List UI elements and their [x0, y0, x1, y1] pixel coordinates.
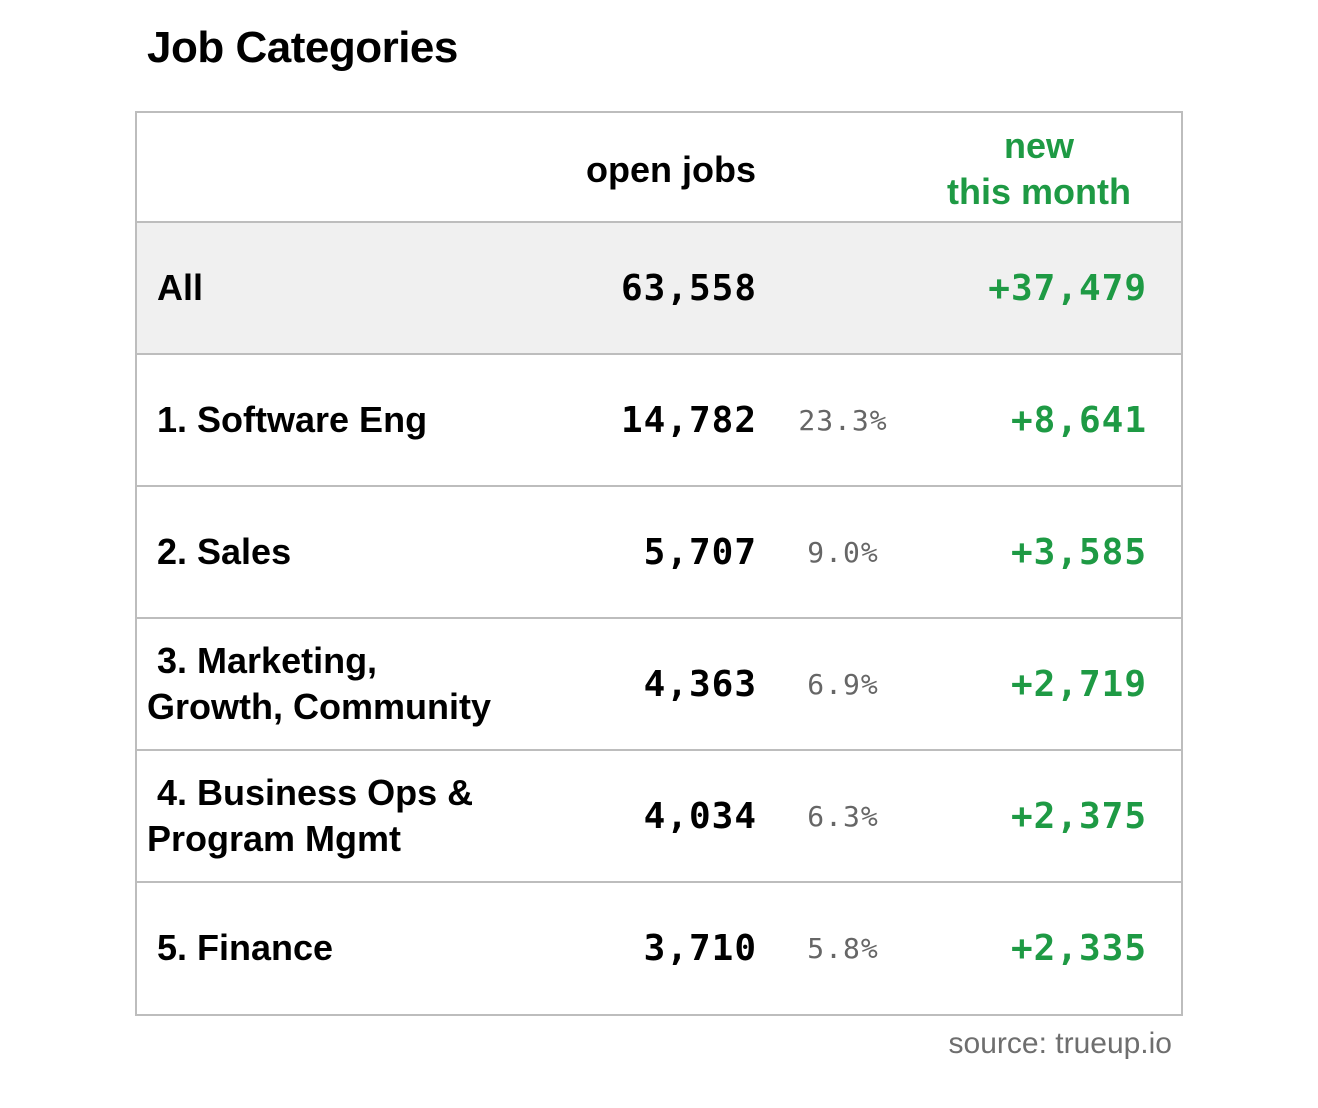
category-label: 3. Marketing, Growth, Community [147, 619, 567, 749]
table-row-sales: 2. Sales 5,707 9.0% +3,585 [137, 487, 1181, 619]
table-row-finance: 5. Finance 3,710 5.8% +2,335 [137, 883, 1181, 1015]
column-header-new-line2: this month [947, 171, 1131, 212]
new-this-month-value: +37,479 [988, 267, 1147, 309]
new-this-month-value: +2,375 [1010, 795, 1147, 837]
table-row-all: All 63,558 +37,479 [137, 223, 1181, 355]
new-this-month-value: +3,585 [1010, 531, 1147, 573]
category-label: 1. Software Eng [157, 399, 428, 440]
column-header-new-line1: new [1003, 125, 1074, 166]
share-percent: 6.3% [807, 799, 879, 833]
open-jobs-value: 3,710 [643, 927, 757, 969]
open-jobs-value: 4,363 [643, 663, 757, 705]
category-label-line2: Program Mgmt [147, 818, 402, 859]
category-label: All [157, 267, 204, 308]
share-percent: 5.8% [807, 931, 879, 965]
job-categories-table: open jobs new this month All 63,558 +37,… [135, 111, 1183, 1016]
open-jobs-value: 63,558 [620, 267, 757, 309]
share-percent: 6.9% [807, 667, 879, 701]
open-jobs-value: 4,034 [643, 795, 757, 837]
open-jobs-value: 5,707 [643, 531, 757, 573]
table-header-row: open jobs new this month [137, 113, 1181, 223]
table-row-marketing: 3. Marketing, Growth, Community 4,363 6.… [137, 619, 1181, 751]
new-this-month-value: +2,719 [1010, 663, 1147, 705]
new-this-month-value: +2,335 [1010, 927, 1147, 969]
share-percent: 9.0% [807, 535, 879, 569]
open-jobs-value: 14,782 [620, 399, 757, 441]
column-header-new-this-month: new this month [909, 123, 1169, 215]
table-row-software-eng: 1. Software Eng 14,782 23.3% +8,641 [137, 355, 1181, 487]
share-percent: 23.3% [798, 403, 888, 437]
category-label: 2. Sales [157, 531, 292, 572]
category-label-line2: Growth, Community [147, 686, 491, 727]
category-label: 4. Business Ops & Program Mgmt [147, 751, 567, 881]
table-row-business-ops: 4. Business Ops & Program Mgmt 4,034 6.3… [137, 751, 1181, 883]
source-note: source: trueup.io [948, 1027, 1172, 1060]
category-label: 5. Finance [157, 927, 334, 968]
category-label-line1: 4. Business Ops & [157, 772, 474, 813]
chart-title: Job Categories [147, 23, 458, 72]
new-this-month-value: +8,641 [1010, 399, 1147, 441]
column-header-open-jobs: open jobs [586, 149, 756, 190]
category-label-line1: 3. Marketing, [157, 640, 378, 681]
